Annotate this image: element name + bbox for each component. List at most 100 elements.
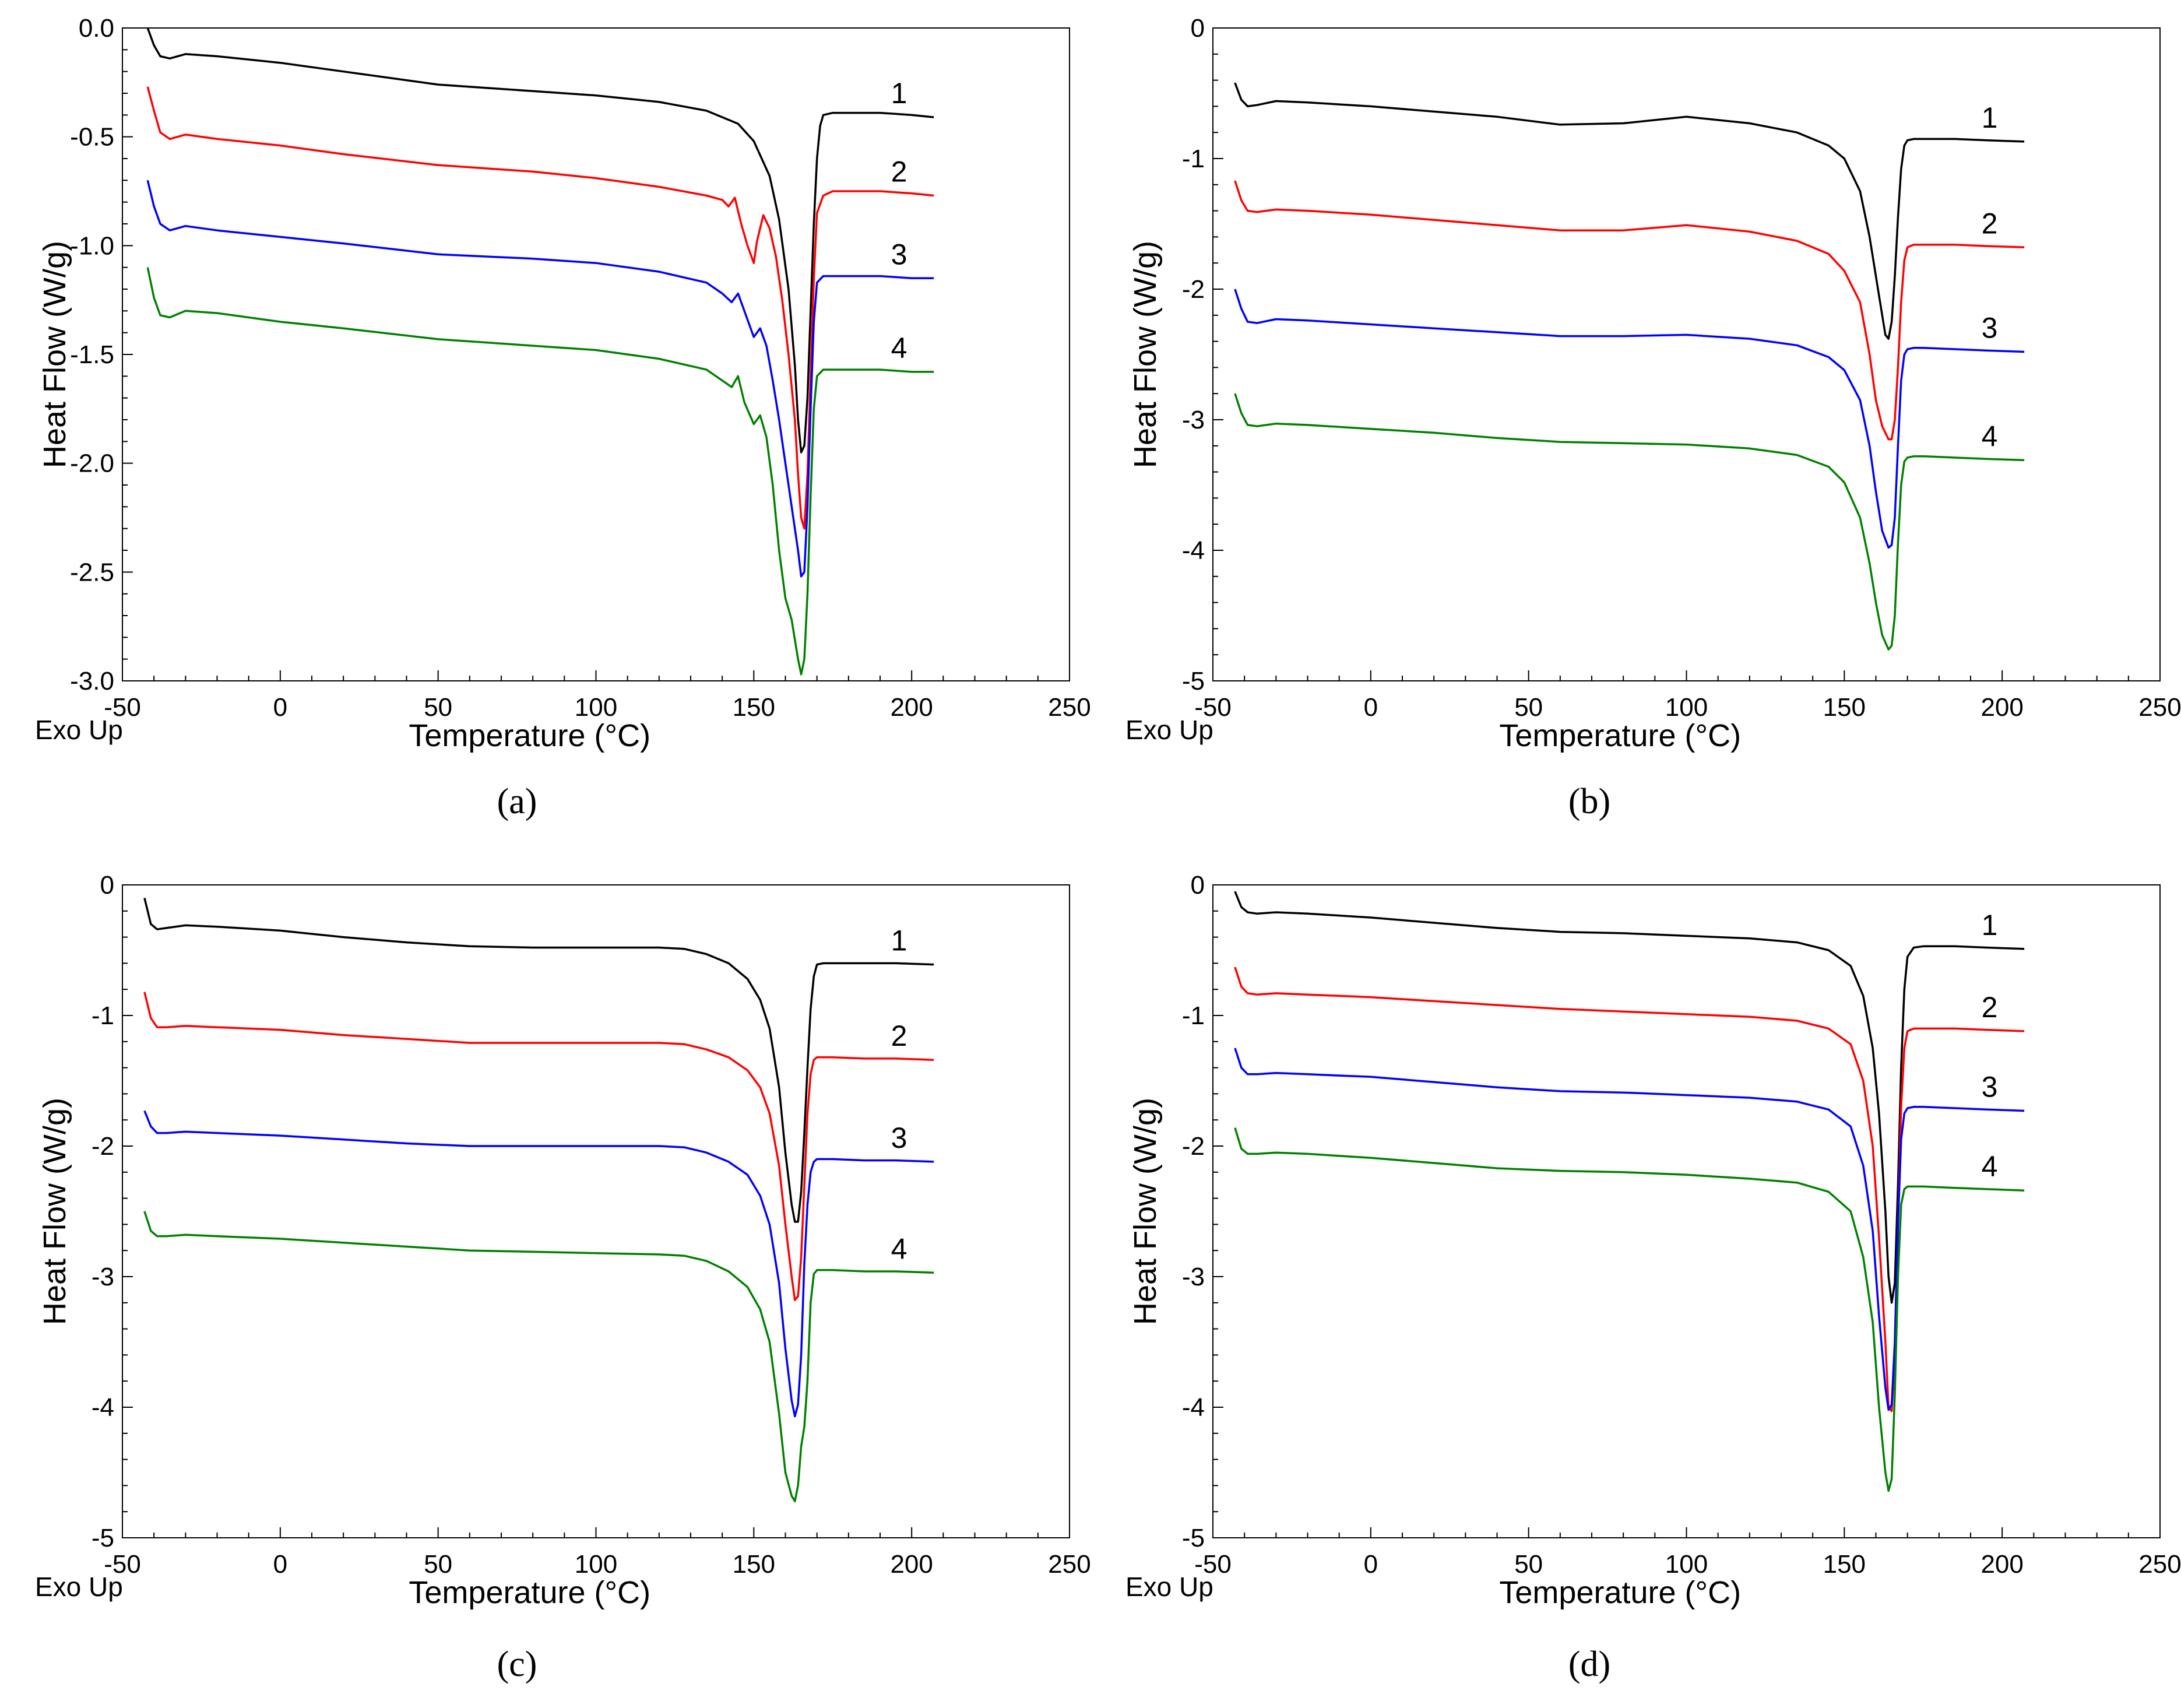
series-label-2: 2 [891, 1020, 907, 1052]
series-label-4: 4 [891, 1232, 907, 1265]
x-tick-label: 200 [890, 1550, 933, 1579]
series-label-2: 2 [1982, 991, 1998, 1024]
series-line-4 [143, 1211, 934, 1503]
y-tick-label: -4 [92, 1393, 114, 1422]
series-line-1 [143, 897, 934, 1223]
y-tick-label: -3.0 [70, 667, 114, 695]
x-tick-label: 250 [1048, 1550, 1090, 1579]
x-tick-label: 200 [890, 693, 933, 722]
plot-frame [122, 884, 1070, 1538]
panel-c-chart: -50 0 50 100 150 200 250 0 -1 -2 -3 -4 -5 Temperature… [35, 871, 1090, 1610]
y-tick-label: -1.0 [70, 231, 114, 260]
plot-frame [122, 27, 1070, 681]
x-tick-label: 150 [1823, 693, 1866, 722]
series-label-3: 3 [1982, 312, 1998, 345]
x-tick-label: 200 [1981, 693, 2023, 722]
x-tick-label: 100 [1665, 693, 1708, 722]
x-tick-label: 200 [1981, 1550, 2023, 1579]
series-line-3 [146, 180, 934, 578]
series-line-1 [146, 27, 934, 454]
series-line-3 [143, 1110, 934, 1418]
x-tick-label: 150 [733, 693, 775, 722]
x-tick-label: 0 [273, 693, 287, 722]
y-tick-label: -3 [92, 1263, 114, 1291]
y-tick-label: -5 [92, 1524, 114, 1552]
series-line-3 [1234, 289, 2025, 549]
x-tick-label: -50 [1194, 693, 1232, 722]
series-label-4: 4 [1982, 420, 1998, 452]
series-label-3: 3 [891, 238, 907, 270]
series-label-3: 3 [891, 1122, 907, 1154]
y-tick-label: -1 [92, 1001, 114, 1030]
x-axis-label: Temperature (°C) [409, 1575, 650, 1610]
y-tick-label: 0 [100, 871, 114, 899]
y-axis-label: Heat Flow (W/g) [37, 1098, 72, 1325]
x-tick-label: 50 [424, 693, 452, 722]
series-line-3 [1234, 1048, 2025, 1411]
panel-b-chart: -50 0 50 100 150 200 250 0 -1 -2 -3 -4 -5 Temperature… [1125, 14, 2181, 753]
series-label-2: 2 [1982, 207, 1998, 240]
plot-frame [1212, 884, 2161, 1538]
plot-frame [1212, 27, 2161, 681]
series-label-4: 4 [891, 332, 907, 364]
y-tick-label: -4 [1182, 1393, 1205, 1422]
y-tick-label: -2 [1182, 1132, 1205, 1161]
y-tick-label: -3 [1182, 406, 1205, 434]
y-axis-label: Heat Flow (W/g) [1128, 1098, 1163, 1325]
exo-up-note: Exo Up [35, 1572, 123, 1602]
y-tick-label: -1 [1182, 1001, 1205, 1030]
exo-up-note: Exo Up [35, 715, 123, 745]
series-label-1: 1 [891, 77, 907, 110]
y-tick-label: -1 [1182, 145, 1205, 173]
x-tick-label: 250 [2138, 1550, 2181, 1579]
x-tick-label: 0 [273, 1550, 287, 1579]
x-tick-label: 100 [575, 1550, 617, 1579]
x-tick-label: -50 [104, 1550, 141, 1579]
panel-d-chart: -50 0 50 100 150 200 250 0 -1 -2 -3 -4 -5 Temperature… [1125, 871, 2181, 1610]
series-label-1: 1 [1982, 909, 1998, 941]
x-tick-label: 50 [1514, 693, 1543, 722]
series-label-3: 3 [1982, 1071, 1998, 1103]
x-tick-label: -50 [104, 693, 141, 722]
x-tick-label: 50 [424, 1550, 452, 1579]
x-tick-label: 50 [1514, 1550, 1543, 1579]
series-line-4 [1234, 1127, 2025, 1492]
panel-c-caption: (c) [497, 1644, 537, 1684]
series-label-4: 4 [1982, 1150, 1998, 1183]
y-axis-label: Heat Flow (W/g) [1128, 241, 1163, 468]
y-tick-label: 0 [1191, 14, 1205, 43]
series-line-2 [146, 86, 934, 530]
x-tick-label: 250 [1048, 693, 1090, 722]
panel-a-chart: -50 0 50 100 150 200 250 0.0 -0.5 -1.0 -1.5 -2.0 -2.… [35, 14, 1090, 753]
y-tick-label: -2 [1182, 275, 1205, 304]
x-tick-label: 0 [1364, 1550, 1378, 1579]
series-line-4 [146, 267, 934, 676]
y-tick-label: -4 [1182, 536, 1205, 565]
series-line-1 [1234, 82, 2025, 340]
panel-b-caption: (b) [1568, 782, 1611, 821]
series-label-2: 2 [891, 155, 907, 188]
y-tick-label: -2.5 [70, 558, 114, 586]
y-tick-label: -5 [1182, 667, 1205, 695]
y-tick-label: -2.0 [70, 449, 114, 478]
series-line-2 [1234, 180, 2025, 441]
x-tick-label: 0 [1364, 693, 1378, 722]
y-tick-label: 0.0 [79, 14, 114, 43]
x-tick-label: 250 [2138, 693, 2181, 722]
exo-up-note: Exo Up [1125, 715, 1213, 745]
x-axis-label: Temperature (°C) [1499, 1575, 1741, 1610]
panel-a-caption: (a) [497, 782, 537, 821]
x-axis-label: Temperature (°C) [409, 718, 650, 753]
series-line-1 [1234, 891, 2025, 1304]
series-line-2 [143, 992, 934, 1302]
x-axis-label: Temperature (°C) [1499, 718, 1741, 753]
y-tick-label: -1.5 [70, 340, 114, 369]
y-tick-label: -3 [1182, 1263, 1205, 1291]
x-tick-label: 150 [1823, 1550, 1866, 1579]
series-line-2 [1234, 967, 2025, 1412]
y-tick-label: -5 [1182, 1524, 1205, 1552]
x-tick-label: 100 [575, 693, 617, 722]
x-tick-label: 150 [733, 1550, 775, 1579]
panel-d-caption: (d) [1568, 1644, 1611, 1684]
